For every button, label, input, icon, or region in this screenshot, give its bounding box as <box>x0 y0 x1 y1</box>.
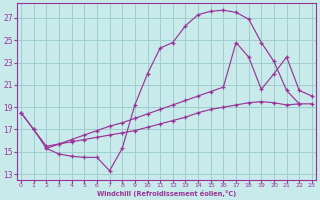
X-axis label: Windchill (Refroidissement éolien,°C): Windchill (Refroidissement éolien,°C) <box>97 190 236 197</box>
